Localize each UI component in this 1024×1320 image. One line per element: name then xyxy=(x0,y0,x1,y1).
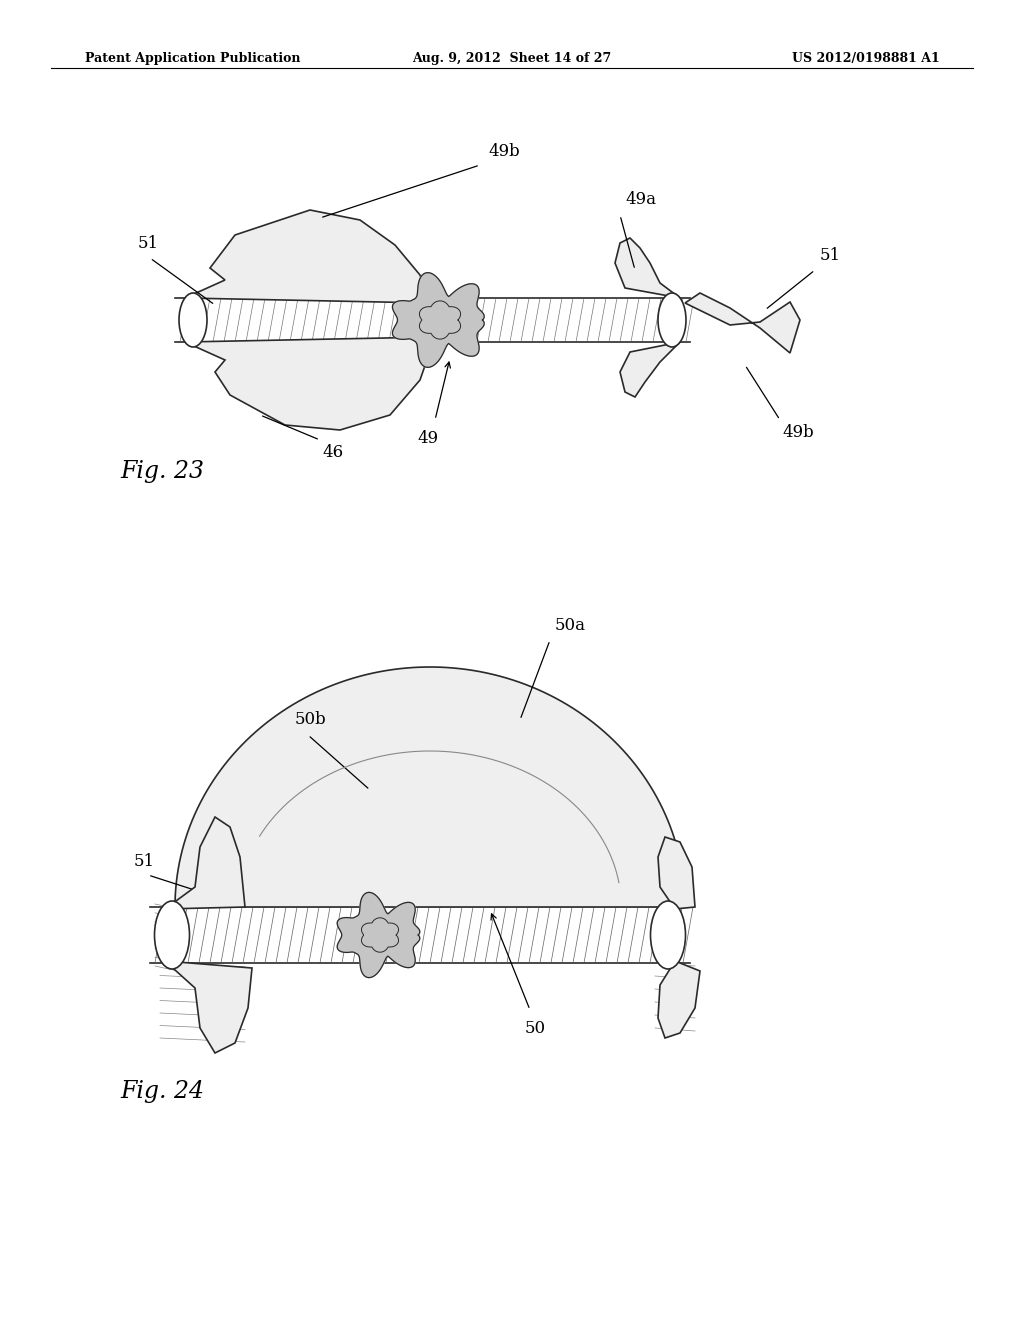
Text: 49: 49 xyxy=(418,430,438,447)
Polygon shape xyxy=(392,273,484,367)
Ellipse shape xyxy=(658,293,686,347)
Polygon shape xyxy=(165,961,252,1053)
Polygon shape xyxy=(615,238,680,298)
Ellipse shape xyxy=(650,902,685,969)
Polygon shape xyxy=(337,892,420,978)
Text: 50a: 50a xyxy=(555,616,586,634)
Polygon shape xyxy=(658,961,700,1038)
Polygon shape xyxy=(658,837,695,909)
Text: 49b: 49b xyxy=(782,424,814,441)
Ellipse shape xyxy=(179,293,207,347)
Text: 51: 51 xyxy=(134,853,155,870)
Text: 51: 51 xyxy=(138,235,159,252)
Text: 46: 46 xyxy=(322,444,343,461)
Text: Fig. 24: Fig. 24 xyxy=(120,1080,204,1104)
Text: Patent Application Publication: Patent Application Publication xyxy=(85,51,300,65)
Text: Aug. 9, 2012  Sheet 14 of 27: Aug. 9, 2012 Sheet 14 of 27 xyxy=(413,51,611,65)
Polygon shape xyxy=(185,210,430,304)
Text: 50b: 50b xyxy=(295,711,327,729)
Text: 51: 51 xyxy=(820,247,841,264)
Text: US 2012/0198881 A1: US 2012/0198881 A1 xyxy=(793,51,940,65)
Ellipse shape xyxy=(155,902,189,969)
Polygon shape xyxy=(165,817,245,909)
Text: Fig. 23: Fig. 23 xyxy=(120,459,204,483)
Text: 50: 50 xyxy=(524,1020,546,1038)
Polygon shape xyxy=(620,342,680,397)
Text: 49b: 49b xyxy=(488,143,520,160)
Polygon shape xyxy=(685,293,800,352)
Text: 49a: 49a xyxy=(625,191,656,209)
Polygon shape xyxy=(175,667,685,907)
Polygon shape xyxy=(185,337,435,430)
